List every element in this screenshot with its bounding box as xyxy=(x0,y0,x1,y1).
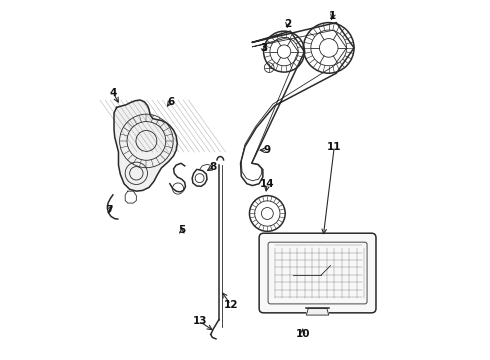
Text: 8: 8 xyxy=(210,162,217,172)
Text: 7: 7 xyxy=(105,205,113,215)
Text: 11: 11 xyxy=(327,141,342,152)
Polygon shape xyxy=(114,100,177,191)
Text: 12: 12 xyxy=(223,300,238,310)
Text: 5: 5 xyxy=(178,225,185,235)
Text: 9: 9 xyxy=(264,145,271,155)
Text: 4: 4 xyxy=(109,87,117,98)
Text: 2: 2 xyxy=(284,19,292,29)
Text: 3: 3 xyxy=(260,43,267,53)
Text: 14: 14 xyxy=(260,179,274,189)
FancyBboxPatch shape xyxy=(259,233,376,313)
Text: 6: 6 xyxy=(167,97,174,107)
Text: 1: 1 xyxy=(329,11,336,21)
Text: 13: 13 xyxy=(193,316,207,327)
Polygon shape xyxy=(306,309,329,315)
Text: 10: 10 xyxy=(295,329,310,339)
